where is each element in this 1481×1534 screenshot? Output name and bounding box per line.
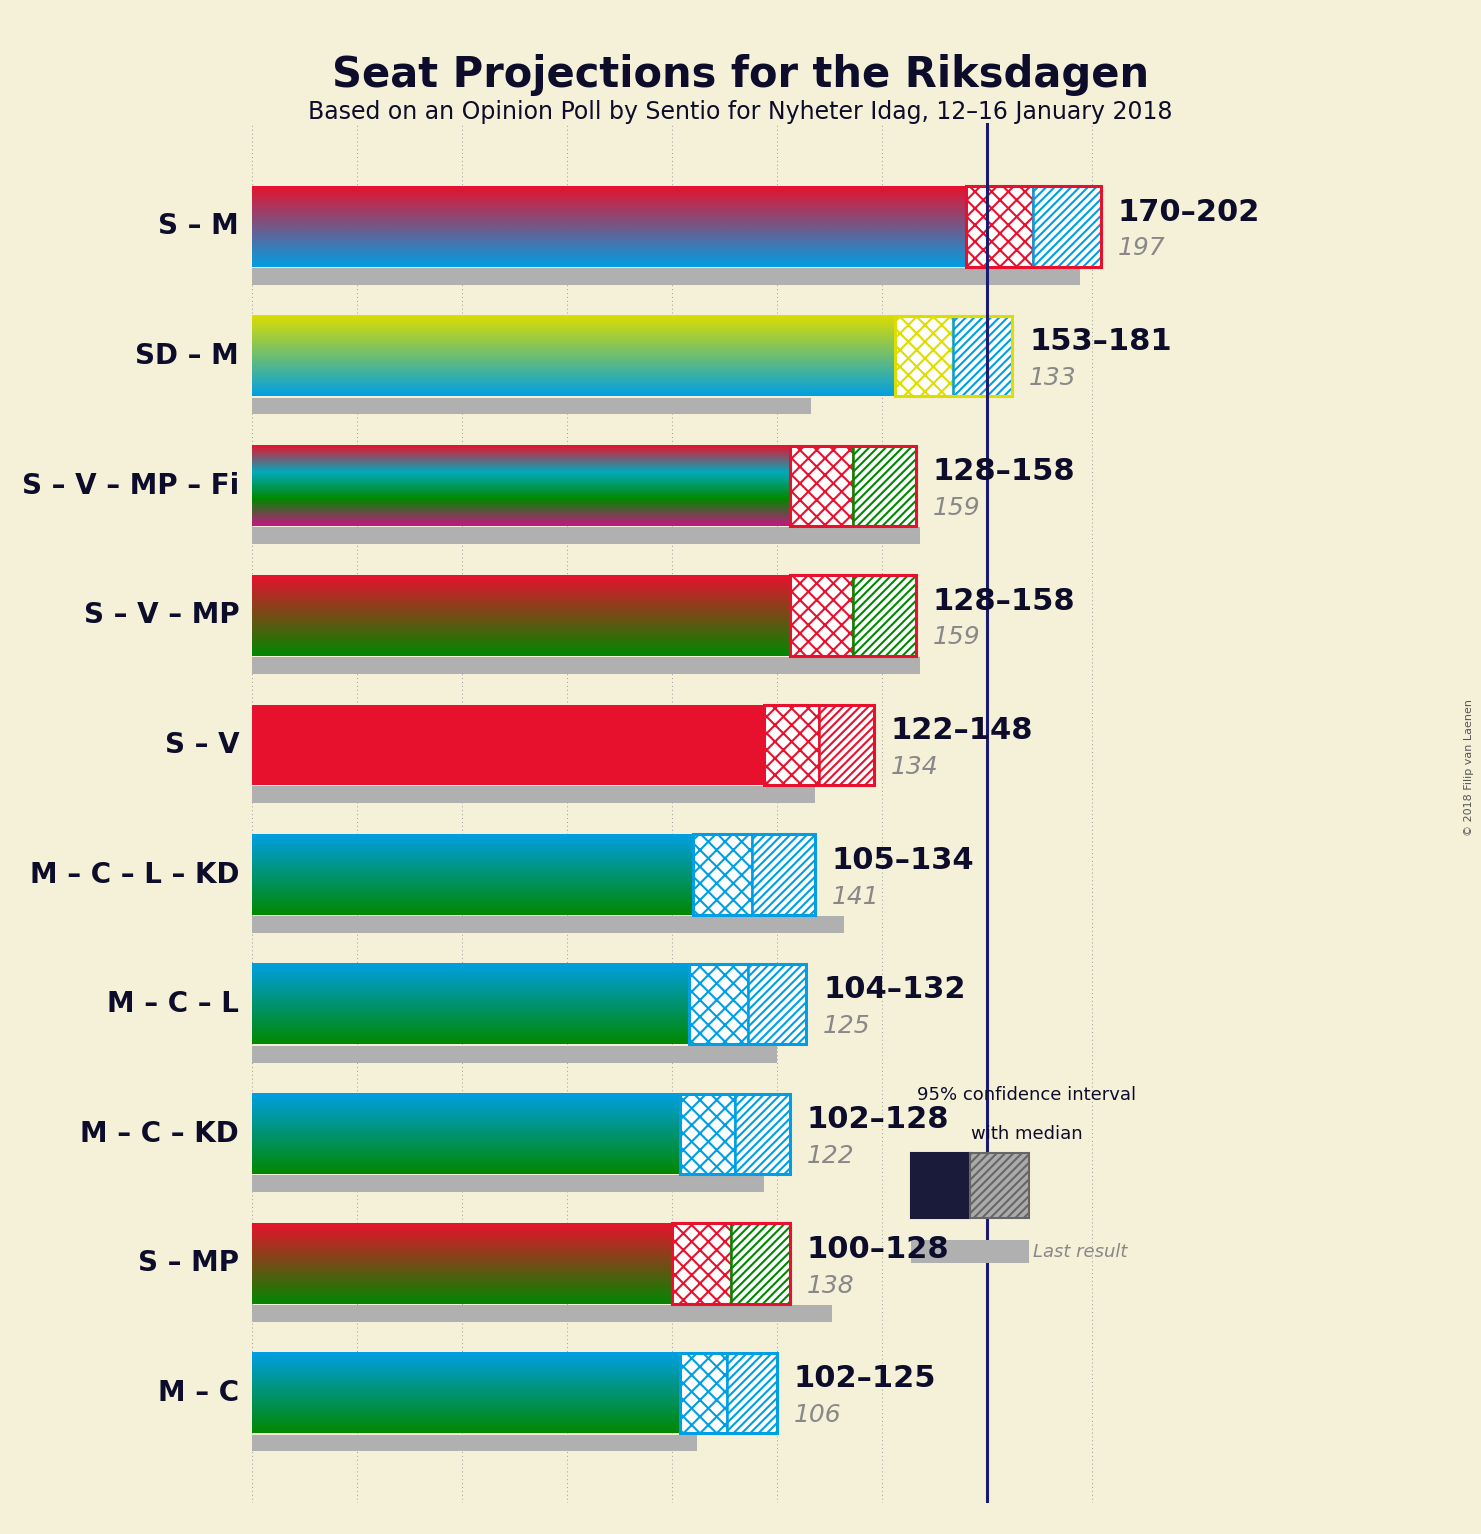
Text: 104–132: 104–132	[823, 976, 966, 1005]
Text: 134: 134	[890, 755, 937, 779]
Bar	[895, 316, 1013, 396]
Bar	[819, 704, 874, 785]
Bar	[911, 1239, 1029, 1264]
Bar	[970, 1154, 1029, 1218]
Bar	[252, 704, 764, 785]
Bar	[252, 1175, 764, 1192]
Bar	[252, 1046, 778, 1063]
Text: 100–128: 100–128	[807, 1235, 949, 1264]
Text: M – C – L – KD: M – C – L – KD	[30, 861, 238, 888]
Bar	[966, 186, 1034, 267]
Bar	[252, 657, 920, 673]
Bar	[789, 575, 915, 655]
Text: S – MP: S – MP	[138, 1250, 238, 1278]
Text: 138: 138	[807, 1273, 855, 1298]
Text: 128–158: 128–158	[933, 457, 1075, 486]
Text: 170–202: 170–202	[1117, 198, 1260, 227]
Bar	[693, 834, 752, 914]
Text: 106: 106	[794, 1404, 841, 1427]
Bar	[252, 397, 810, 414]
Bar	[672, 1223, 730, 1304]
Bar	[252, 1305, 832, 1322]
Bar	[252, 1434, 698, 1451]
Text: 95% confidence interval: 95% confidence interval	[917, 1086, 1136, 1104]
Bar	[252, 916, 844, 933]
Bar	[853, 575, 915, 655]
Text: 159: 159	[933, 626, 980, 649]
Bar	[789, 445, 915, 526]
Bar	[680, 1094, 789, 1174]
Text: 141: 141	[832, 885, 880, 908]
Text: S – V – MP: S – V – MP	[83, 601, 238, 629]
Bar	[252, 787, 815, 804]
Text: M – C – L: M – C – L	[107, 991, 238, 1019]
Bar	[730, 1223, 789, 1304]
Text: 122–148: 122–148	[890, 716, 1032, 746]
Text: with median: with median	[972, 1124, 1083, 1143]
Text: 197: 197	[1117, 236, 1166, 261]
Bar	[680, 1353, 727, 1433]
Text: M – C – KD: M – C – KD	[80, 1120, 238, 1147]
Bar	[764, 704, 819, 785]
Bar	[954, 316, 1013, 396]
Bar	[252, 528, 920, 545]
Text: 102–128: 102–128	[807, 1104, 949, 1134]
Text: 133: 133	[1029, 367, 1077, 390]
Bar	[789, 575, 853, 655]
Text: 125: 125	[823, 1014, 871, 1039]
Bar	[693, 834, 815, 914]
Text: 128–158: 128–158	[933, 586, 1075, 615]
Text: S – M: S – M	[158, 212, 238, 241]
Text: 159: 159	[933, 495, 980, 520]
Text: 122: 122	[807, 1144, 855, 1167]
Text: 102–125: 102–125	[794, 1364, 936, 1393]
Text: © 2018 Filip van Laenen: © 2018 Filip van Laenen	[1463, 698, 1474, 836]
Bar	[966, 186, 1100, 267]
Text: SD – M: SD – M	[135, 342, 238, 370]
Bar	[1034, 186, 1100, 267]
Bar	[752, 834, 815, 914]
Bar	[748, 963, 807, 1045]
Text: Seat Projections for the Riksdagen: Seat Projections for the Riksdagen	[332, 54, 1149, 95]
Text: Last result: Last result	[1034, 1243, 1127, 1261]
Bar	[727, 1353, 778, 1433]
Bar	[252, 268, 1080, 285]
Bar	[672, 1223, 789, 1304]
Text: S – V – MP – Fi: S – V – MP – Fi	[22, 471, 238, 500]
Bar	[911, 1154, 970, 1218]
Bar	[853, 445, 915, 526]
Text: M – C: M – C	[158, 1379, 238, 1407]
Bar	[689, 963, 807, 1045]
Bar	[764, 704, 874, 785]
Bar	[735, 1094, 789, 1174]
Bar	[680, 1353, 778, 1433]
Text: 153–181: 153–181	[1029, 327, 1171, 356]
Text: S – V: S – V	[164, 732, 238, 759]
Bar	[789, 445, 853, 526]
Text: Based on an Opinion Poll by Sentio for Nyheter Idag, 12–16 January 2018: Based on an Opinion Poll by Sentio for N…	[308, 100, 1173, 124]
Text: 105–134: 105–134	[832, 845, 974, 874]
Bar	[689, 963, 748, 1045]
Bar	[680, 1094, 735, 1174]
Bar	[895, 316, 954, 396]
